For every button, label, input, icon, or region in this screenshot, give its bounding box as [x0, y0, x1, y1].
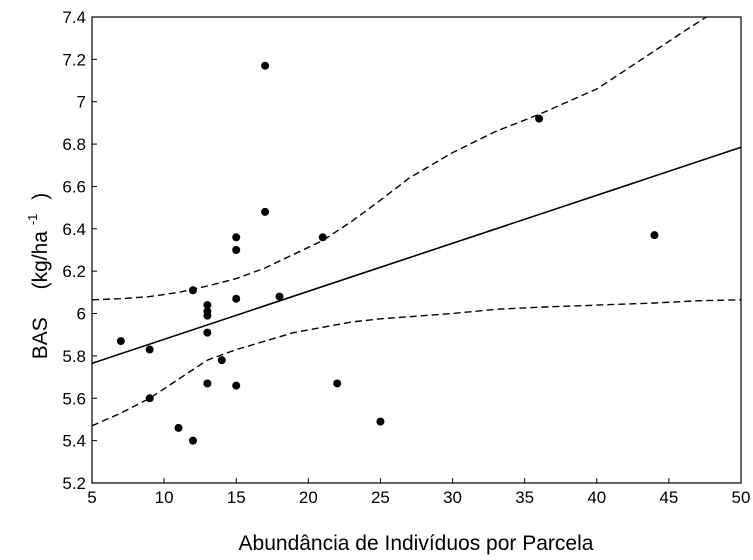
data-point [188, 436, 197, 445]
svg-text:BAS (kg/ha -1: BAS (kg/ha -1 ) [19, 193, 52, 360]
x-tick-label: 5 [87, 488, 96, 507]
y-tick-label: 6.8 [62, 135, 86, 154]
data-point [116, 337, 125, 346]
x-tick-label: 25 [371, 488, 390, 507]
data-point [174, 423, 183, 432]
plot-border [91, 16, 742, 484]
data-point [203, 301, 212, 310]
x-tick-label: 45 [659, 488, 678, 507]
x-axis-ticks: 5 10 15 20 25 30 35 40 45 50 [87, 478, 750, 507]
data-point [535, 114, 544, 123]
y-tick-label: 5.2 [62, 474, 86, 493]
data-point [203, 328, 212, 337]
regression-line-group [91, 146, 742, 365]
data-point [232, 381, 241, 390]
y-tick-label: 6.4 [62, 220, 86, 239]
x-tick-label: 50 [732, 488, 751, 507]
y-tick-label: 6 [77, 305, 86, 324]
y-tick-label: 7.2 [62, 50, 86, 69]
data-point [203, 379, 212, 388]
data-point [188, 286, 197, 295]
x-tick-label: 10 [155, 488, 174, 507]
x-tick-label: 40 [587, 488, 606, 507]
confidence-bands [91, 16, 742, 427]
data-point [232, 233, 241, 242]
y-tick-label: 5.4 [62, 432, 86, 451]
data-point [376, 417, 385, 426]
y-tick-label: 6.2 [62, 262, 86, 281]
data-point [217, 356, 226, 365]
plot-area [91, 16, 742, 484]
y-tick-label: 7 [77, 93, 86, 112]
x-tick-label: 15 [227, 488, 246, 507]
y-tick-label: 5.8 [62, 347, 86, 366]
y-axis-title-unit-close: ) [29, 193, 52, 200]
y-tick-label: 7.4 [62, 8, 86, 27]
upper-confidence-band [91, 16, 707, 301]
data-point [261, 207, 270, 216]
regression-line [91, 146, 742, 365]
data-point [232, 246, 241, 254]
x-tick-label: 20 [299, 488, 318, 507]
x-tick-label: 30 [443, 488, 462, 507]
x-tick-label: 35 [515, 488, 534, 507]
y-axis-title-superscript: -1 [25, 214, 40, 226]
y-tick-label: 6.6 [62, 177, 86, 196]
data-point [261, 61, 270, 70]
lower-confidence-band [91, 299, 742, 427]
y-axis-title: BAS (kg/ha -1 ) [19, 193, 52, 360]
data-point [203, 311, 212, 320]
x-axis-title: Abundância de Indivíduos por Parcela [239, 532, 594, 555]
data-point [318, 233, 327, 242]
data-points [116, 61, 659, 445]
data-point [145, 394, 154, 403]
data-point [333, 379, 342, 388]
y-axis-title-main: BAS [29, 317, 52, 359]
data-point [145, 345, 154, 354]
data-point [650, 231, 659, 240]
y-axis-title-unit: (kg/ha [29, 231, 52, 290]
data-point [275, 292, 284, 301]
y-tick-label: 5.6 [62, 389, 86, 408]
data-point [232, 294, 241, 303]
y-axis-ticks: 5.2 5.4 5.6 5.8 6 6.2 6.4 6.6 6.8 7 7.2 7.4 [62, 8, 97, 493]
